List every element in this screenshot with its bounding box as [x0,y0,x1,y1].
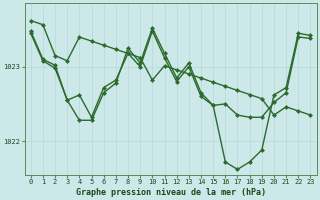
X-axis label: Graphe pression niveau de la mer (hPa): Graphe pression niveau de la mer (hPa) [76,188,266,197]
